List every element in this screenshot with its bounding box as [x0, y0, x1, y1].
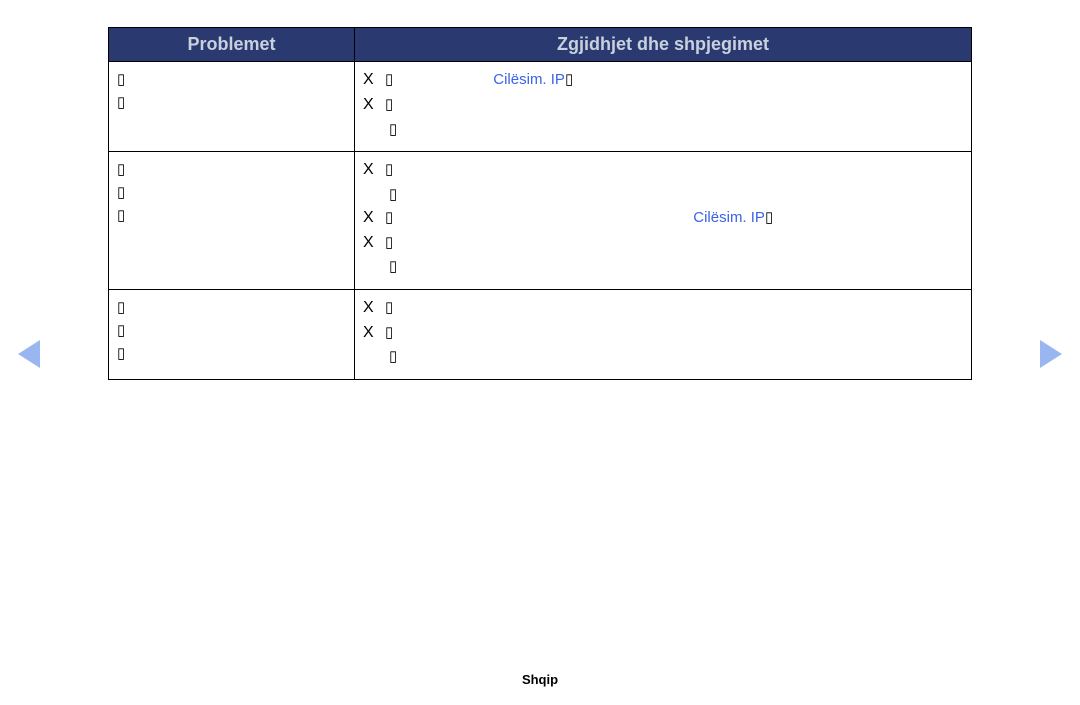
solution-cell: X▯Cilësim. IP▯X▯▯	[355, 62, 972, 152]
bullet-x-icon: X	[363, 158, 379, 183]
problem-cell: ▯▯▯	[109, 151, 355, 289]
solution-line: X▯	[363, 93, 963, 118]
solution-text: ▯	[385, 296, 393, 319]
solution-text: ▯Cilësim. IP▯	[385, 68, 573, 91]
problem-text: ▯	[117, 91, 346, 114]
bullet-x-icon: X	[363, 206, 379, 231]
solution-line: X▯	[363, 158, 963, 183]
table-row: ▯▯▯X▯X▯▯	[109, 289, 972, 379]
next-page-arrow[interactable]	[1040, 340, 1062, 368]
solution-line: X ▯Cilësim. IP▯	[363, 68, 963, 93]
solution-line: X▯	[363, 321, 963, 346]
solution-subline: ▯	[363, 183, 963, 206]
problem-text: ▯	[117, 158, 346, 181]
solution-text: ▯Cilësim. IP▯	[385, 206, 773, 229]
header-problems: Problemet	[109, 28, 355, 62]
bullet-x-icon: X	[363, 68, 379, 93]
solution-line: X▯	[363, 231, 963, 256]
problem-cell: ▯▯▯	[109, 289, 355, 379]
solution-text: ▯	[385, 231, 393, 254]
header-solutions: Zgjidhjet dhe shpjegimet	[355, 28, 972, 62]
bullet-x-icon: X	[363, 296, 379, 321]
solution-cell: X▯▯X▯Cilësim. IP▯X▯▯	[355, 151, 972, 289]
problem-text: ▯	[117, 319, 346, 342]
problem-text: ▯	[117, 68, 346, 91]
ip-settings-link[interactable]: Cilësim. IP	[693, 209, 765, 226]
solution-subline: ▯	[363, 118, 963, 141]
table-body: ▯▯X▯Cilësim. IP▯X▯▯▯▯▯X▯▯X▯Cilësim. IP▯X…	[109, 62, 972, 380]
troubleshooting-table: Problemet Zgjidhjet dhe shpjegimet ▯▯X▯C…	[108, 27, 972, 380]
bullet-x-icon: X	[363, 231, 379, 256]
problem-text: ▯	[117, 181, 346, 204]
problem-text: ▯	[117, 204, 346, 227]
problem-text: ▯	[117, 296, 346, 319]
solution-text: ▯	[385, 321, 393, 344]
solution-text: ▯	[385, 93, 393, 116]
prev-page-arrow[interactable]	[18, 340, 40, 368]
bullet-x-icon: X	[363, 93, 379, 118]
problem-text: ▯	[117, 342, 346, 365]
solution-line: X ▯Cilësim. IP▯	[363, 206, 963, 231]
solution-cell: X▯X▯▯	[355, 289, 972, 379]
table-row: ▯▯▯X▯▯X▯Cilësim. IP▯X▯▯	[109, 151, 972, 289]
solution-text: ▯	[385, 158, 393, 181]
solution-subline: ▯	[363, 255, 963, 278]
problem-cell: ▯▯	[109, 62, 355, 152]
footer-language: Shqip	[0, 672, 1080, 687]
ip-settings-link[interactable]: Cilësim. IP	[493, 71, 565, 88]
solution-subline: ▯	[363, 345, 963, 368]
solution-line: X▯	[363, 296, 963, 321]
page: Problemet Zgjidhjet dhe shpjegimet ▯▯X▯C…	[0, 0, 1080, 705]
table-row: ▯▯X▯Cilësim. IP▯X▯▯	[109, 62, 972, 152]
bullet-x-icon: X	[363, 321, 379, 346]
